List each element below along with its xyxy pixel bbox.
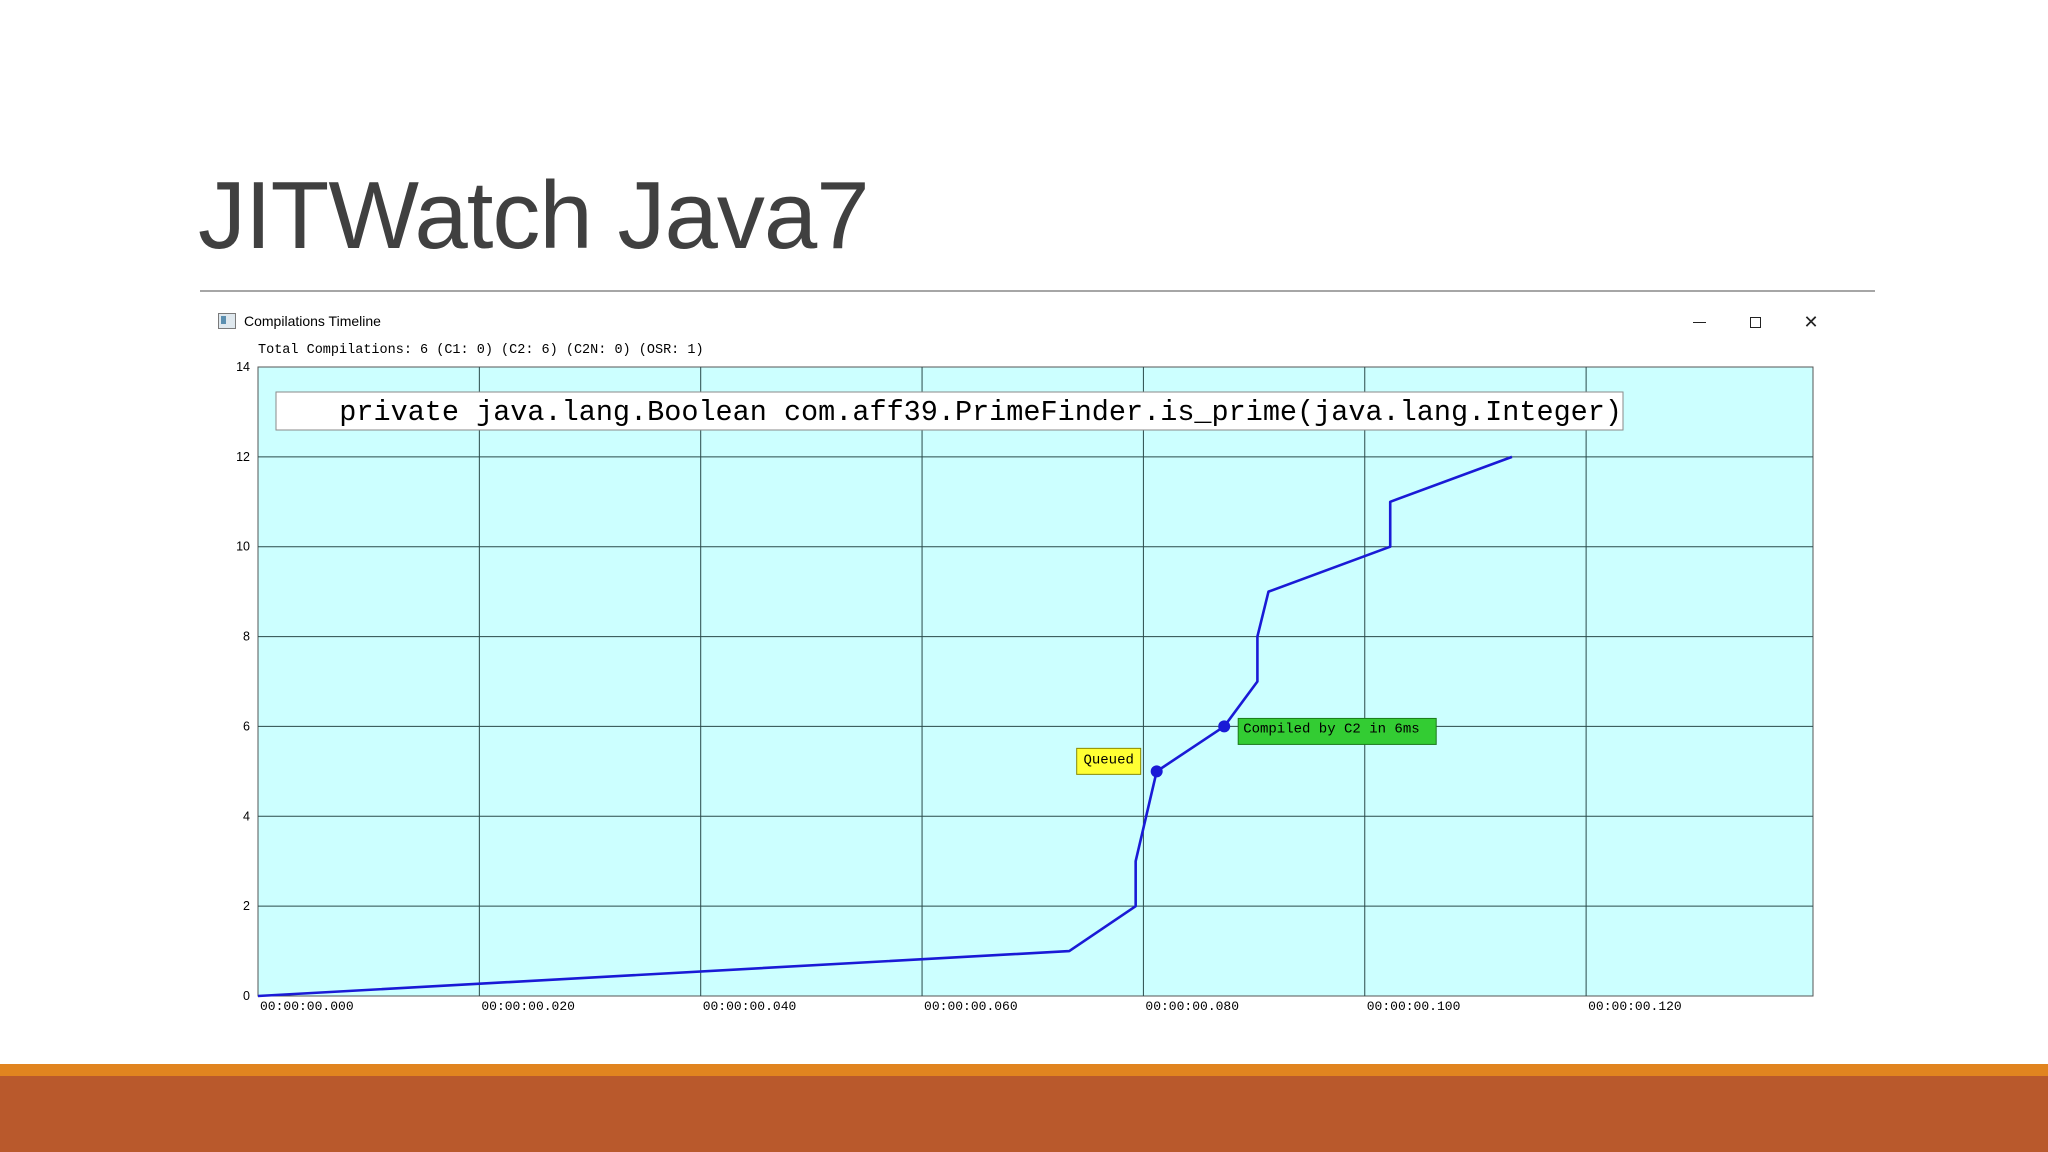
plot-area [257, 366, 1814, 997]
compiled-point [1218, 720, 1231, 733]
close-button[interactable]: ✕ [1788, 308, 1834, 336]
window-titlebar[interactable]: Compilations Timeline ✕ [206, 304, 1846, 340]
compilations-timeline-chart: 00:00:00.000 00:00:00.020 00:00:00.040 00:0… [236, 360, 1814, 1014]
window-title: Compilations Timeline [244, 313, 381, 329]
chart-title: private java.lang.Boolean com.aff39.Prim… [339, 396, 1622, 429]
y-tick-label: 10 [236, 540, 250, 554]
minimize-icon [1692, 321, 1706, 323]
close-icon: ✕ [1803, 311, 1819, 333]
minimize-button[interactable] [1676, 308, 1722, 336]
queued-label: Queued [1083, 752, 1133, 768]
y-tick-label: 12 [236, 450, 250, 464]
x-tick-label: 00:00:00.060 [924, 999, 1018, 1014]
y-tick-label: 4 [243, 809, 250, 823]
maximize-icon [1749, 316, 1761, 328]
y-tick-label: 14 [236, 360, 250, 374]
chart-title-frame [275, 391, 1624, 431]
y-tick-label: 0 [243, 989, 250, 1003]
compiled-label: Compiled by C2 in 6ms [1243, 721, 1419, 737]
y-tick-label: 2 [243, 899, 250, 913]
queued-point [1150, 765, 1163, 778]
queued-label-box [1076, 747, 1142, 775]
y-tick-label: 6 [243, 719, 250, 733]
footer-accent-band [0, 1064, 2048, 1076]
x-tick-label: 00:00:00.020 [481, 999, 575, 1014]
x-tick-label: 00:00:00.000 [260, 999, 354, 1014]
compilations-timeline-window: Compilations Timeline ✕ Total Compilatio… [206, 304, 1846, 1024]
maximize-button[interactable] [1732, 308, 1778, 336]
x-tick-label: 00:00:00.100 [1367, 999, 1461, 1014]
x-tick-label: 00:00:00.120 [1588, 999, 1682, 1014]
slide-title: JITWatch Java7 [198, 162, 870, 269]
compilation-summary: Total Compilations: 6 (C1: 0) (C2: 6) (C… [258, 343, 704, 358]
footer-band [0, 1076, 2048, 1152]
compilation-series-line [257, 455, 1513, 998]
title-divider [200, 290, 1875, 292]
chart-title-box: private java.lang.Boolean com.aff39.Prim… [275, 391, 1624, 431]
y-tick-label: 8 [243, 630, 250, 644]
x-tick-label: 00:00:00.080 [1145, 999, 1239, 1014]
compiled-label-box [1237, 717, 1437, 745]
app-window-icon [218, 313, 236, 329]
x-tick-label: 00:00:00.040 [703, 999, 797, 1014]
